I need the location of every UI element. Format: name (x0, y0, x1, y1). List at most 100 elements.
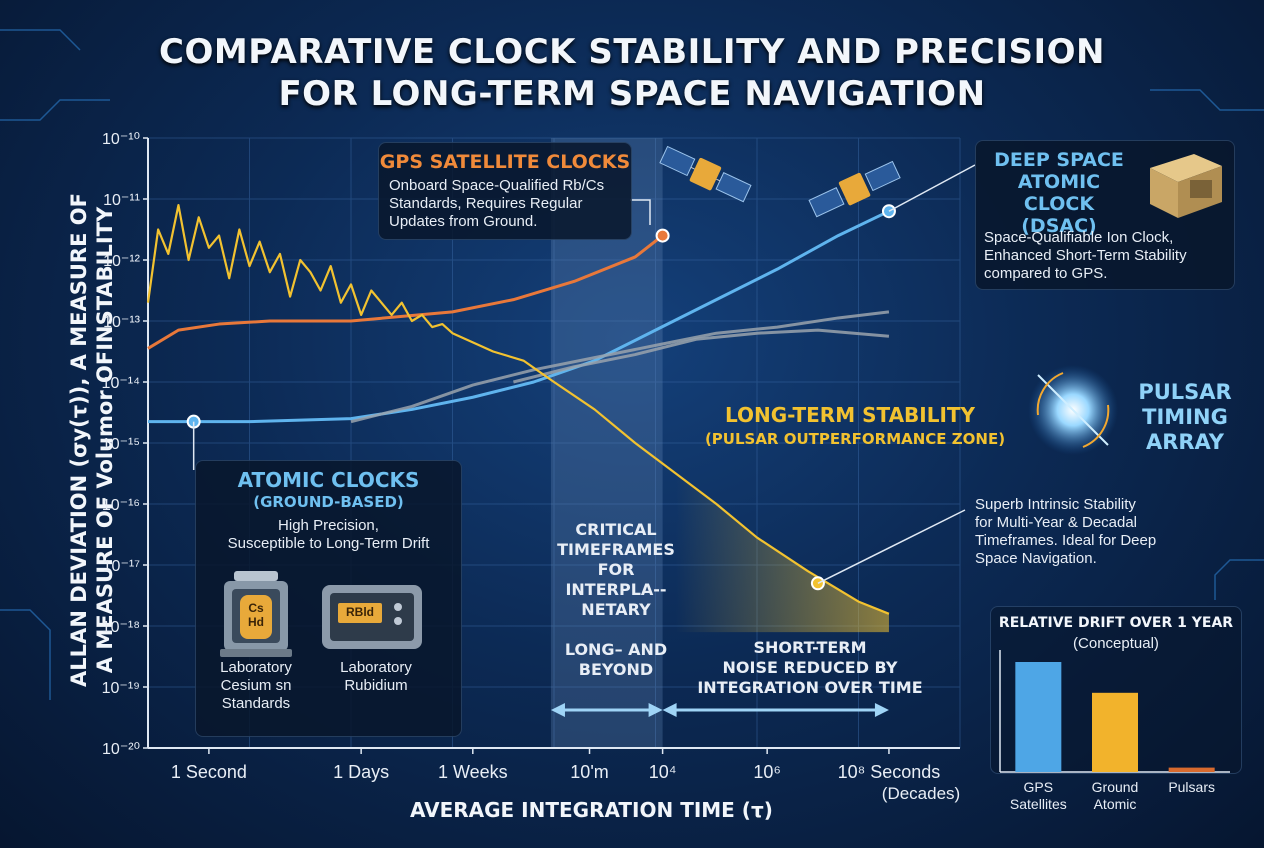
atomic-desc-line: Susceptible to Long-Term Drift (227, 535, 430, 552)
atomic-clocks-annotation: ATOMIC CLOCKS (GROUND-BASED) High Precis… (195, 460, 462, 737)
y-tick-label: 10⁻¹¹ (103, 192, 140, 209)
x-tick-label: 1 Weeks (438, 762, 508, 782)
shaded-region-line: CRITICAL (575, 520, 657, 539)
pulsar-title-line: TIMING (1142, 405, 1228, 429)
dsac-device-icon (1150, 154, 1222, 218)
dsac-title-line: (DSAC) (1021, 215, 1097, 237)
cesium-label-line: Standards (221, 695, 291, 712)
gps-title: GPS SATELLITE CLOCKS (379, 151, 631, 173)
short-term-line: SHORT-TERM (753, 638, 867, 657)
satellite-icon (808, 160, 901, 218)
dsac-desc-line: Enhanced Short-Term Stability (984, 247, 1187, 264)
x-tick-label: 1 Days (333, 762, 389, 782)
atomic-subtitle: (GROUND-BASED) (253, 493, 404, 511)
y-tick-label: 10⁻¹⁰ (102, 131, 140, 148)
dsac-annotation: DEEP SPACE ATOMIC CLOCK (DSAC) Space-Qua… (975, 140, 1235, 290)
dsac-leader-line (888, 164, 976, 212)
y-tick-label: 10⁻¹⁶ (102, 497, 140, 514)
shaded-region-line: NETARY (581, 600, 651, 619)
pulsar-title: PULSAR TIMING ARRAY (1130, 380, 1240, 455)
shaded-region-line: INTERPLA-- (565, 580, 667, 599)
dsac-desc-line: compared to GPS. (984, 265, 1108, 282)
pulsar-desc-line: for Multi-Year & Decadal (975, 514, 1138, 531)
gps-clock-line (147, 234, 664, 350)
rubidium-badge: RBld (346, 605, 374, 619)
pulsar-desc-line: Timeframes. Ideal for Deep (975, 532, 1157, 549)
gps-desc-line: Standards, Requires Regular (389, 195, 583, 212)
chart-title-line-1: COMPARATIVE CLOCK STABILITY AND PRECISIO… (159, 32, 1105, 72)
bar-chart-title: RELATIVE DRIFT OVER 1 YEAR (998, 615, 1234, 631)
long-term-subtitle: (PULSAR OUTPERFORMANCE ZONE) (704, 430, 1006, 448)
bar-category-label: Atomic (1094, 796, 1137, 812)
atomic-title: ATOMIC CLOCKS (237, 468, 420, 492)
bar-category-label: Pulsars (1168, 779, 1215, 795)
pulsar-line (146, 204, 890, 615)
dsac-description: Space-Qualifiable Ion Clock, Enhanced Sh… (984, 229, 1232, 283)
shaded-region-line: FOR (597, 560, 635, 579)
dsac-desc-line: Space-Qualifiable Ion Clock, (984, 229, 1174, 246)
shaded-region-line: TIMEFRAMES (557, 540, 675, 559)
x-axis-label: AVERAGE INTEGRATION TIME (τ) (410, 798, 773, 822)
gps-desc-line: Onboard Space-Qualified Rb/Cs (389, 177, 605, 194)
x-tick-label: 10⁶ (753, 762, 780, 782)
pulsar-description: Superb Intrinsic Stability for Multi-Yea… (975, 496, 1225, 568)
x-tick-label: 1 Second (171, 762, 247, 782)
rubidium-label-line: Laboratory (340, 659, 412, 676)
bar (1168, 767, 1215, 772)
bar (1092, 692, 1138, 772)
short-term-line: NOISE REDUCED BY (722, 658, 898, 677)
chart-title-line-2: FOR LONG-TERM SPACE NAVIGATION (278, 74, 986, 114)
shaded-region-label: CRITICAL TIMEFRAMES FOR INTERPLA-- NETAR… (553, 520, 679, 680)
bar-chart-subtitle: (Conceptual) (1073, 635, 1159, 652)
pulsar-desc-line: Superb Intrinsic Stability (975, 496, 1136, 513)
pulsar-zone-fill (675, 473, 889, 633)
dsac-title-line: DEEP SPACE (994, 149, 1124, 171)
gps-leader-line (630, 199, 651, 225)
dsac-title-line: ATOMIC CLOCK (1017, 171, 1101, 215)
rubidium-label: Laboratory Rubidium (316, 659, 436, 695)
short-term-range-arrow-head (874, 703, 889, 717)
bar-category-label: Ground (1092, 779, 1139, 795)
short-term-label: SHORT-TERM NOISE REDUCED BY INTEGRATION … (690, 638, 930, 698)
y-tick-label: 10⁻¹⁴ (102, 375, 141, 392)
atomic-description: High Precision, Susceptible to Long-Term… (196, 517, 461, 553)
bar-category-label: Satellites (1010, 796, 1067, 812)
y-tick-label: 10⁻¹³ (103, 314, 141, 331)
y-tick-label: 10⁻¹⁸ (102, 619, 140, 636)
y-tick-label: 10⁻²⁰ (102, 741, 140, 758)
cesium-badge: Cs Hd (226, 601, 286, 629)
y-tick-label: 10⁻¹⁵ (102, 436, 140, 453)
long-term-title: LONG-TERM STABILITY (724, 403, 976, 427)
y-tick-label: 10⁻¹⁹ (102, 680, 140, 697)
short-term-range-arrow-head (662, 703, 677, 717)
cesium-label-line: Laboratory (220, 659, 292, 676)
pulsar-leader-line (817, 509, 966, 584)
satellite-icon (659, 145, 752, 203)
x-tick-label: 10⁸ Seconds (838, 762, 941, 782)
bar (1015, 662, 1062, 772)
short-term-line: INTEGRATION OVER TIME (697, 678, 923, 697)
x-tick-note: (Decades) (881, 784, 961, 803)
x-tick-label: 10⁴ (649, 762, 677, 782)
gray-line (513, 328, 890, 384)
shaded-region-line: LONG– AND (564, 640, 668, 659)
dsac-title: DEEP SPACE ATOMIC CLOCK (DSAC) (984, 149, 1134, 237)
cesium-badge-line: Cs (248, 601, 264, 615)
gps-description: Onboard Space-Qualified Rb/Cs Standards,… (389, 177, 629, 231)
shaded-region-line: BEYOND (578, 660, 654, 679)
gray-line (350, 310, 890, 424)
atomic-desc-line: High Precision, (278, 517, 379, 534)
gps-annotation: GPS SATELLITE CLOCKS Onboard Space-Quali… (378, 142, 632, 240)
critical-range-arrow-head (550, 703, 565, 717)
bar-category-label: GPS (1024, 779, 1054, 795)
cesium-clock-icon (220, 571, 292, 657)
rubidium-clock-icon (322, 585, 422, 649)
gps-desc-line: Updates from Ground. (389, 213, 538, 230)
pulsar-title-line: PULSAR (1138, 380, 1232, 404)
cesium-badge-line: Hd (248, 615, 264, 629)
x-tick-label: 10'm (570, 762, 608, 782)
cesium-label: Laboratory Cesium sn Standards (201, 659, 311, 713)
